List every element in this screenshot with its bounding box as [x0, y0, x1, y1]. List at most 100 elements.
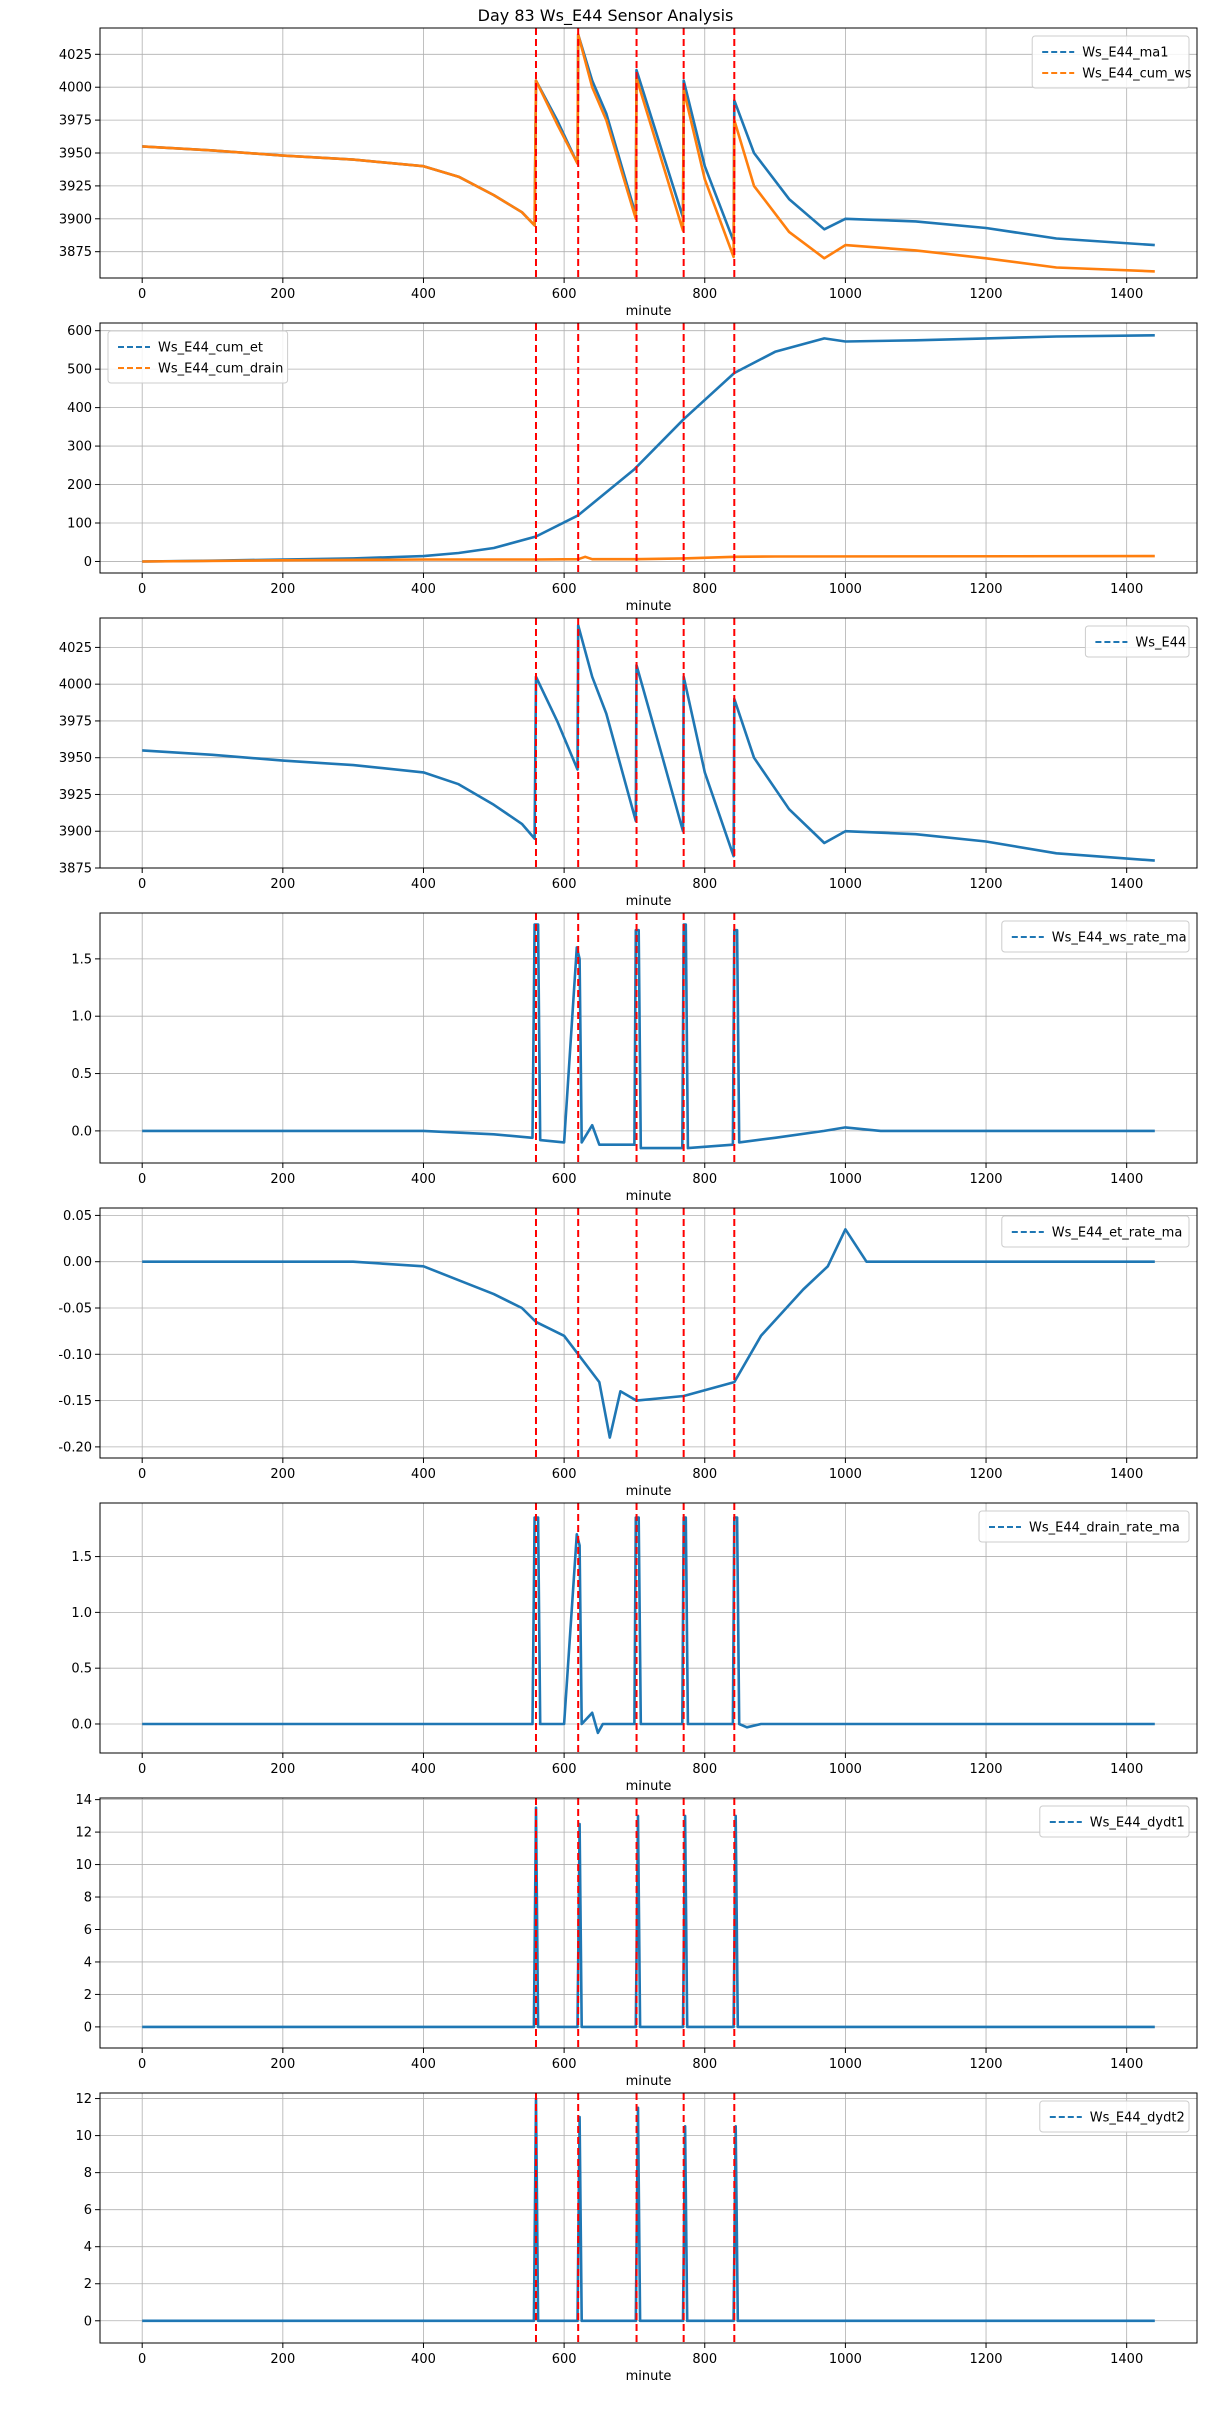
series-line-Ws_E44_dydt1 [142, 1806, 1155, 2029]
y-tick-label: 8 [84, 2166, 92, 2181]
x-tick-label: 1000 [829, 582, 862, 597]
legend-label: Ws_E44 [1135, 636, 1186, 651]
y-tick-label: 0.5 [71, 1662, 92, 1677]
x-tick-label: 400 [411, 1467, 436, 1482]
x-tick-label: 800 [692, 2057, 717, 2072]
x-tick-label: 600 [552, 287, 577, 302]
x-tick-label: 400 [411, 1172, 436, 1187]
plot-area [142, 1208, 1155, 1458]
x-tick-label: 200 [270, 287, 295, 302]
legend: Ws_E44_drain_rate_ma [978, 1510, 1190, 1543]
y-tick-label: 1.5 [71, 1550, 92, 1565]
x-tick-label: 600 [552, 2352, 577, 2367]
plot-area [142, 1798, 1155, 2048]
x-tick-label: 600 [552, 877, 577, 892]
y-tick-label: 12 [75, 2092, 92, 2107]
y-tick-label: 1.0 [71, 1606, 92, 1621]
x-tick-label: 1200 [969, 1762, 1002, 1777]
axes-frame [99, 1502, 1198, 1754]
y-tick-label: -0.10 [58, 1348, 92, 1363]
x-tick-label: 400 [411, 2352, 436, 2367]
x-tick-label: 1000 [829, 1467, 862, 1482]
y-tick-label: 6 [84, 1923, 92, 1938]
y-tick-label: 4025 [59, 48, 92, 63]
figure-title: Day 83 Ws_E44 Sensor Analysis [477, 6, 734, 25]
y-tick-label: 4000 [59, 678, 92, 693]
y-tick-label: 200 [67, 478, 92, 493]
x-axis-label: minute [626, 1484, 672, 1499]
chart-panel-2: 0 200 400 600 800 1000 1200 1400 0 100 200 300 400 50… [67, 322, 1198, 614]
chart-panel-5: 0 200 400 600 800 1000 1200 1400 -0.20 -0.15 -0.10… [58, 1207, 1198, 1499]
x-tick-label: 1000 [829, 877, 862, 892]
x-tick-label: 1200 [969, 1467, 1002, 1482]
legend: Ws_E44_ma1 Ws_E44_cum_ws [1031, 35, 1192, 89]
y-tick-label: 3925 [59, 179, 92, 194]
y-tick-label: 4 [84, 2240, 92, 2255]
x-tick-label: 400 [411, 287, 436, 302]
y-tick-label: 3900 [59, 212, 92, 227]
x-tick-label: 800 [692, 287, 717, 302]
x-tick-label: 400 [411, 1762, 436, 1777]
y-tick-label: 4000 [59, 81, 92, 96]
x-tick-label: 0 [138, 1172, 146, 1187]
x-tick-label: 200 [270, 2352, 295, 2367]
y-tick-label: 12 [75, 1826, 92, 1841]
y-tick-label: 3950 [59, 147, 92, 162]
y-tick-label: 600 [67, 324, 92, 339]
plot-area [142, 1503, 1155, 1753]
x-tick-label: 200 [270, 2057, 295, 2072]
x-tick-label: 400 [411, 582, 436, 597]
y-tick-label: 0.00 [63, 1255, 92, 1270]
x-tick-label: 200 [270, 1172, 295, 1187]
legend: Ws_E44_ws_rate_ma [1001, 920, 1190, 953]
y-tick-label: 2 [84, 2277, 92, 2292]
x-tick-label: 600 [552, 2057, 577, 2072]
x-tick-label: 0 [138, 2057, 146, 2072]
y-tick-label: 1.0 [71, 1010, 92, 1025]
y-tick-label: 0 [84, 2314, 92, 2329]
plot-area [142, 913, 1155, 1163]
chart-panel-8: 0 200 400 600 800 1000 1200 1400 0 2 4 6 8 10 12 minute… [75, 2092, 1198, 2384]
x-tick-label: 1400 [1110, 1467, 1143, 1482]
x-tick-label: 600 [552, 1762, 577, 1777]
y-tick-label: -0.20 [58, 1440, 92, 1455]
y-tick-label: 0.0 [71, 1717, 92, 1732]
x-tick-label: 0 [138, 2352, 146, 2367]
chart-panel-7: 0 200 400 600 800 1000 1200 1400 0 2 4 6 8 10 12 14 minu… [75, 1793, 1198, 2089]
x-tick-label: 0 [138, 1467, 146, 1482]
chart-panel-1: 0 200 400 600 800 1000 1200 1400 3875 3900 3925 395… [59, 27, 1198, 319]
x-tick-label: 1000 [829, 2352, 862, 2367]
y-tick-label: 4025 [59, 641, 92, 656]
x-tick-label: 1200 [969, 2057, 1002, 2072]
x-tick-label: 200 [270, 877, 295, 892]
legend: Ws_E44_et_rate_ma [1001, 1215, 1190, 1248]
series-line-Ws_E44_et_rate_ma [142, 1228, 1155, 1439]
x-tick-label: 1000 [829, 287, 862, 302]
x-tick-label: 200 [270, 1762, 295, 1777]
legend: Ws_E44 [1084, 625, 1190, 658]
series-line-Ws_E44_ws_rate_ma [142, 923, 1155, 1150]
y-tick-label: 1.5 [71, 952, 92, 967]
x-axis-label: minute [626, 1779, 672, 1794]
series-line-Ws_E44_cum_drain [142, 554, 1155, 563]
x-tick-label: 1200 [969, 877, 1002, 892]
x-tick-label: 200 [270, 1467, 295, 1482]
legend-label: Ws_E44_ws_rate_ma [1052, 931, 1187, 946]
y-tick-label: 3875 [59, 862, 92, 877]
series-line-Ws_E44_drain_rate_ma [142, 1516, 1155, 1735]
y-tick-label: 2 [84, 1988, 92, 2003]
y-tick-label: -0.15 [58, 1394, 92, 1409]
y-tick-label: 0 [84, 2020, 92, 2035]
x-tick-label: 800 [692, 1762, 717, 1777]
y-tick-label: 0 [84, 555, 92, 570]
x-tick-label: 0 [138, 582, 146, 597]
legend-box [1084, 625, 1190, 658]
y-tick-label: 300 [67, 440, 92, 455]
legend-label: Ws_E44_cum_ws [1082, 67, 1192, 82]
chart-panel-3: 0 200 400 600 800 1000 1200 1400 3875 3900 3925 395… [59, 617, 1198, 909]
x-tick-label: 800 [692, 1467, 717, 1482]
x-tick-label: 1400 [1110, 582, 1143, 597]
y-tick-label: 10 [75, 1858, 92, 1873]
y-tick-label: 8 [84, 1891, 92, 1906]
